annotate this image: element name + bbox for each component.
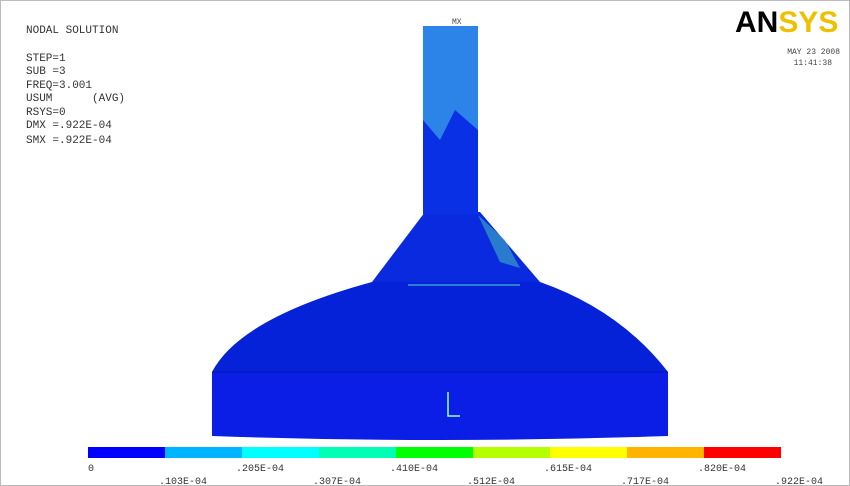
info-line: RSYS=0 bbox=[26, 107, 66, 119]
time: 11:41:38 bbox=[794, 59, 833, 68]
legend-label: .410E-04 bbox=[390, 464, 438, 475]
legend-label: 0 bbox=[88, 464, 94, 475]
legend-swatch bbox=[165, 447, 242, 458]
legend-label: .717E-04 bbox=[621, 477, 669, 486]
legend-swatch bbox=[88, 447, 165, 458]
ansys-view: MX NODAL SOLUTION STEP=1SUB =3 FREQ=3.001U… bbox=[0, 0, 850, 486]
logo-right: SYS bbox=[778, 6, 838, 39]
legend-swatch bbox=[396, 447, 473, 458]
info-line: DMX =.922E-04 bbox=[26, 120, 112, 132]
info-line: USUM (AVG) bbox=[26, 93, 125, 105]
legend-swatch bbox=[627, 447, 704, 458]
info-line: STEP=1 bbox=[26, 53, 66, 65]
legend-label: .307E-04 bbox=[313, 477, 361, 486]
model-base bbox=[212, 372, 668, 440]
legend-label: .922E-04 bbox=[775, 477, 823, 486]
logo: ANSYS bbox=[735, 6, 838, 39]
legend-label: .103E-04 bbox=[159, 477, 207, 486]
info-line: SUB =3 bbox=[26, 66, 66, 78]
legend-swatch bbox=[242, 447, 319, 458]
legend-swatch bbox=[550, 447, 627, 458]
info-line: NODAL SOLUTION bbox=[26, 25, 118, 37]
legend-label: .205E-04 bbox=[236, 464, 284, 475]
info-line: SMX =.922E-04 bbox=[26, 135, 112, 147]
legend-label: .820E-04 bbox=[698, 464, 746, 475]
legend-swatch bbox=[704, 447, 781, 458]
date: MAY 23 2008 bbox=[787, 48, 840, 57]
legend-label: .615E-04 bbox=[544, 464, 592, 475]
legend-label: .512E-04 bbox=[467, 477, 515, 486]
max-marker: MX bbox=[452, 18, 462, 27]
logo-left: AN bbox=[735, 6, 778, 39]
legend-swatch bbox=[319, 447, 396, 458]
legend-swatch bbox=[473, 447, 550, 458]
info-line: FREQ=3.001 bbox=[26, 80, 92, 92]
